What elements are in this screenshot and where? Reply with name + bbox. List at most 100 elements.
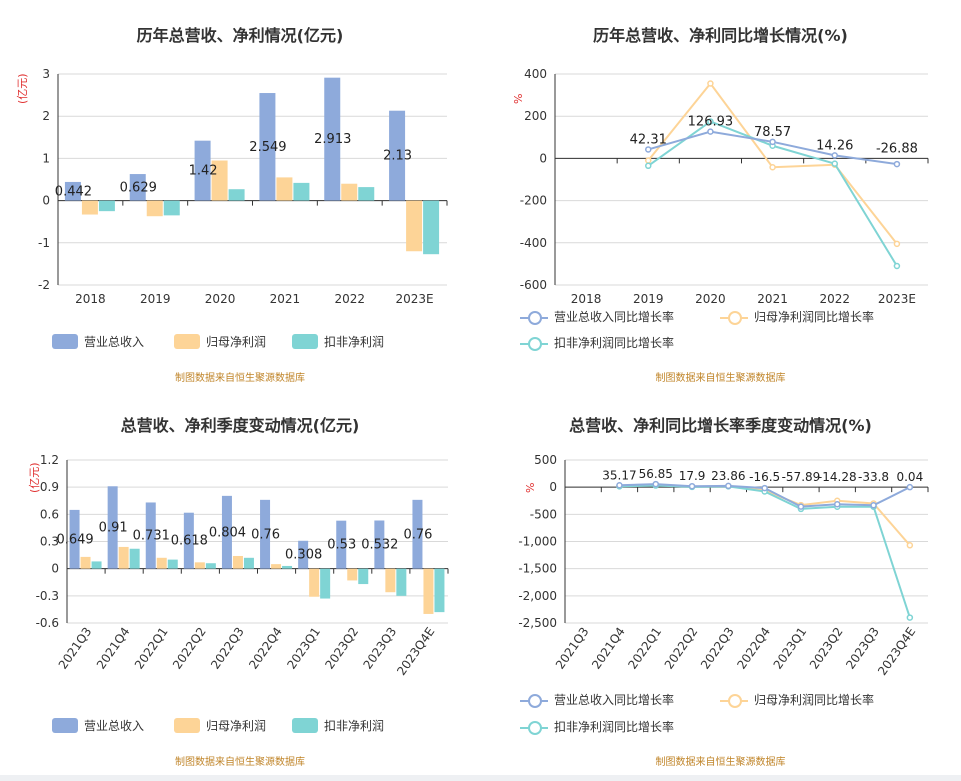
data-label: 0.04 [896, 470, 923, 484]
y-tick-label: -2 [38, 278, 50, 292]
legend-item-net-profit[interactable]: 归母净利润 [174, 717, 266, 734]
y-tick-label: 0 [42, 194, 50, 208]
chart-title: 总营收、净利季度变动情况(亿元) [120, 416, 360, 435]
legend-item-net-profit[interactable]: 归母净利润 [174, 333, 266, 350]
x-tick-label: 2019 [140, 292, 171, 306]
legend-item-revenue[interactable]: 营业总收入 [52, 333, 144, 350]
x-tick-label: 2022 [819, 292, 850, 306]
data-label: 0.76 [251, 527, 280, 542]
y-tick-label: -500 [530, 507, 557, 521]
data-point [645, 162, 652, 170]
legend-line-swatch [520, 693, 548, 708]
legend-line-swatch [720, 310, 748, 325]
data-label: 0.532 [361, 538, 398, 553]
legend-item-revenue-growth[interactable]: 营业总收入同比增长率 [520, 691, 674, 708]
series-line-net-profit-growth [647, 81, 898, 245]
legend-item-net-profit-growth[interactable]: 归母净利润同比增长率 [720, 308, 874, 325]
y-tick-label: -2,000 [518, 589, 557, 603]
data-point [893, 160, 901, 168]
data-point [769, 164, 776, 171]
x-tick-label: 2021 [270, 292, 301, 306]
legend-item-deducted-profit[interactable]: 扣非净利润 [292, 333, 384, 350]
legend-swatch [174, 718, 200, 733]
data-point [769, 138, 776, 146]
data-point [831, 152, 838, 159]
annual-revenue-profit-chart: 历年总营收、净利情况(亿元) (亿元) -2 -1 0 1 2 3 2018 2019 2020… [0, 0, 480, 390]
legend-line-swatch [520, 310, 548, 325]
legend-label: 归母净利润同比增长率 [754, 693, 875, 707]
data-point [652, 480, 659, 488]
x-tick-label: 2022Q4 [246, 625, 285, 672]
bar-net-profit [80, 556, 91, 569]
legend-item-deducted-profit-growth[interactable]: 扣非净利润同比增长率 [520, 334, 674, 351]
data-point [707, 128, 714, 135]
bar-revenue [183, 512, 194, 569]
bar-net-profit [385, 568, 396, 593]
legend-swatch [52, 334, 78, 349]
data-label: 35.17 [602, 468, 636, 482]
bar-revenue [298, 540, 309, 569]
bar-revenue [194, 140, 211, 201]
bar-deducted-profit [320, 568, 331, 599]
x-tick-label: 2022Q1 [132, 625, 171, 672]
bar-revenue [412, 499, 423, 569]
bar-revenue [107, 486, 118, 569]
legend-label: 营业总收入 [84, 335, 145, 349]
y-tick-label: -1,000 [518, 535, 557, 549]
bar-deducted-profit [163, 200, 180, 216]
data-label: 0.649 [56, 532, 93, 547]
legend-line-swatch [520, 336, 548, 351]
x-tick-label: 2021 [757, 292, 788, 306]
y-tick-label: 200 [524, 109, 547, 123]
data-point [893, 240, 901, 248]
legend-swatch [174, 334, 200, 349]
legend-label: 扣非净利润 [324, 719, 385, 733]
quarterly-growth-chart: 总营收、净利同比增长率季度变动情况(%) % -2,500 -2,000 -1,50… [480, 390, 961, 775]
chart-title: 历年总营收、净利情况(亿元) [136, 26, 344, 45]
x-tick-label: 2022Q1 [625, 625, 664, 672]
legend-item-revenue-growth[interactable]: 营业总收入同比增长率 [520, 308, 674, 325]
y-tick-label: 0.3 [40, 535, 59, 549]
y-tick-label: 1.2 [40, 453, 59, 467]
x-tick-label: 2022Q2 [662, 625, 701, 672]
bar-net-profit [276, 177, 293, 201]
bar-revenue [64, 181, 81, 201]
data-point [645, 157, 652, 164]
data-source-note: 制图数据来自恒生聚源数据库 [655, 757, 786, 768]
data-point [906, 614, 914, 621]
bar-net-profit [146, 200, 163, 217]
y-tick-label: 0 [539, 151, 547, 165]
line-chart-svg: -2,500-2,000-1,500-1,000-50005002021Q320… [518, 453, 929, 678]
legend-item-net-profit-growth[interactable]: 归母净利润同比增长率 [720, 691, 874, 708]
data-label: 0.308 [285, 548, 322, 563]
bar-deducted-profit [91, 561, 102, 569]
chart-title: 总营收、净利同比增长率季度变动情况(%) [569, 416, 872, 435]
bar-net-profit [423, 568, 434, 614]
x-tick-label: 2020 [205, 292, 236, 306]
data-point [870, 502, 877, 509]
data-point [725, 482, 732, 490]
legend-item-revenue[interactable]: 营业总收入 [52, 717, 144, 734]
bar-net-profit [194, 562, 205, 569]
data-point [906, 483, 914, 491]
legend-swatch [292, 334, 318, 349]
legend-label: 扣非净利润同比增长率 [554, 720, 675, 734]
x-tick-label: 2018 [75, 292, 106, 306]
legend-line-swatch [720, 693, 748, 708]
y-tick-label: 3 [42, 67, 50, 81]
legend-item-deducted-profit-growth[interactable]: 扣非净利润同比增长率 [520, 718, 674, 735]
data-label: 0.731 [133, 529, 170, 544]
y-tick-label: -200 [520, 194, 547, 208]
data-label: 2.13 [383, 149, 412, 164]
x-tick-label: 2023Q3 [843, 625, 882, 672]
data-label: 2.549 [249, 140, 286, 155]
data-label: -14.28 [818, 470, 857, 484]
bar-deducted-profit [205, 563, 216, 569]
legend-item-deducted-profit[interactable]: 扣非净利润 [292, 717, 384, 734]
bar-deducted-profit [282, 565, 293, 569]
bar-net-profit [271, 564, 282, 569]
data-point [831, 160, 838, 167]
data-label: 0.804 [209, 525, 246, 540]
x-tick-label: 2023Q2 [322, 625, 361, 672]
